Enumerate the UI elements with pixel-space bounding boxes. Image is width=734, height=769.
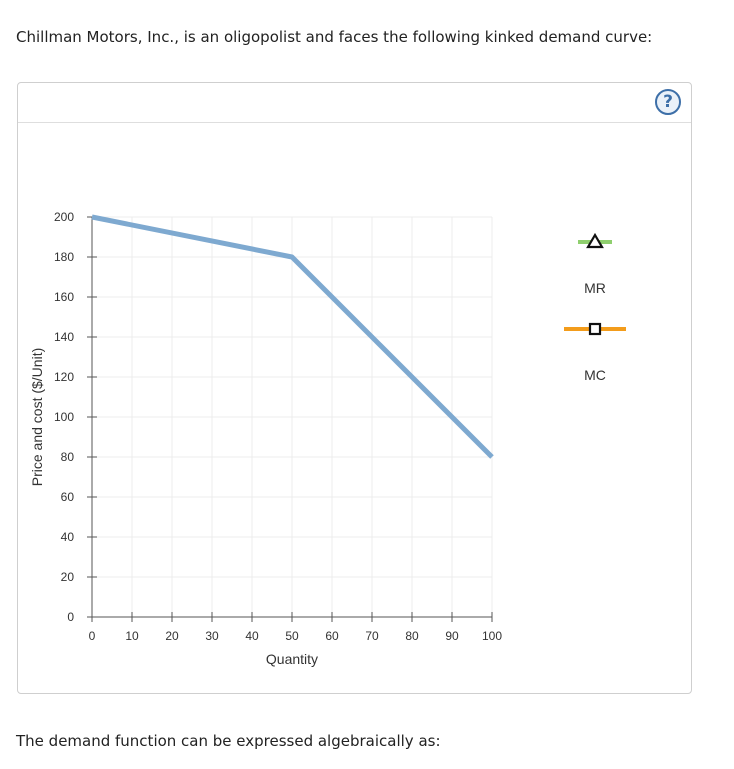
y-tick-label: 20 [61,570,75,584]
x-tick-label: 30 [205,629,219,643]
x-tick-label: 90 [445,629,459,643]
x-tick-label: 50 [285,629,299,643]
legend-item-mr: MR [578,232,612,296]
demand-curve-line [91,214,494,459]
x-tick-label: 10 [125,629,139,643]
x-tick-label: 60 [325,629,339,643]
x-axis-title: Quantity [266,651,318,667]
legend-label: MR [584,280,606,296]
y-tick-label: 80 [61,450,75,464]
question-outro-text: The demand function can be expressed alg… [16,732,441,750]
x-tick-label: 40 [245,629,259,643]
y-tick-label: 40 [61,530,75,544]
x-tick-label: 0 [89,629,96,643]
y-tick-label: 200 [54,210,74,224]
y-tick-label: 160 [54,290,74,304]
help-icon[interactable]: ? [655,89,681,115]
x-tick-label: 100 [482,629,502,643]
legend-item-mc: MC [564,322,626,383]
y-axis-title: Price and cost ($/Unit) [29,348,45,487]
graph-panel: ? [17,82,692,694]
square-marker-icon [588,322,602,336]
x-tick-label: 20 [165,629,179,643]
question-intro-text: Chillman Motors, Inc., is an oligopolist… [16,28,653,46]
graph-panel-header: ? [18,83,691,123]
triangle-marker-icon [586,232,604,249]
y-tick-label: 180 [54,250,74,264]
y-tick-label: 140 [54,330,74,344]
x-tick-label: 70 [365,629,379,643]
y-tick-label: 0 [67,610,74,624]
x-tick-label: 80 [405,629,419,643]
y-tick-label: 120 [54,370,74,384]
y-tick-label: 100 [54,410,74,424]
legend-label: MC [584,367,606,383]
y-tick-label: 60 [61,490,75,504]
